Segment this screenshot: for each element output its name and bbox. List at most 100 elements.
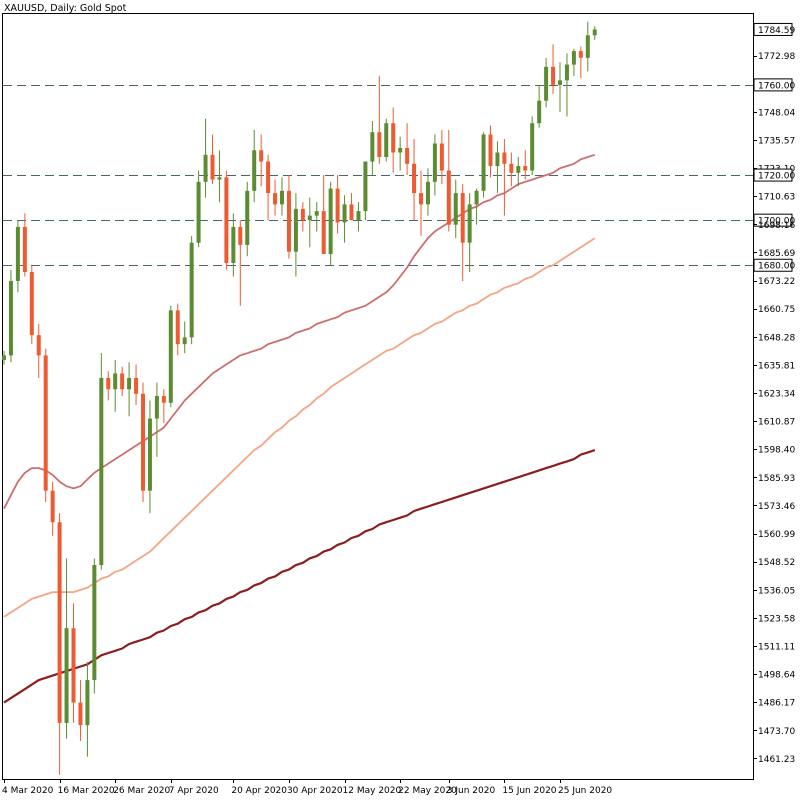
candle-body-bull xyxy=(356,211,361,221)
y-tick-label: 1560.99 xyxy=(758,530,795,540)
candle-body-bull xyxy=(530,123,535,171)
x-tick-label: 26 Mar 2020 xyxy=(113,786,170,796)
candle-body-bear xyxy=(578,51,583,58)
y-tick-label: 1772.98 xyxy=(758,52,795,62)
candle xyxy=(585,21,590,72)
candle-body-bull xyxy=(544,66,549,101)
candle-body-bull xyxy=(481,134,486,191)
candle xyxy=(43,348,48,502)
candle-body-bull xyxy=(537,100,542,124)
candle-body-bull xyxy=(147,418,152,491)
candle-body-bull xyxy=(203,154,208,182)
candle-body-bull xyxy=(314,211,319,216)
candle xyxy=(446,129,451,232)
candle xyxy=(238,220,243,306)
y-tick-label: 1536.05 xyxy=(758,586,795,596)
x-tick-label: 20 Apr 2020 xyxy=(231,786,287,796)
price-axis[interactable]: 1784.591772.981760.001748.041735.571723.… xyxy=(753,22,795,765)
candle xyxy=(509,152,514,187)
candle-body-bear xyxy=(405,148,410,164)
candle-body-bull xyxy=(280,190,284,205)
candle-body-bear xyxy=(78,702,83,726)
candle xyxy=(154,382,159,457)
candle xyxy=(203,118,208,198)
candle xyxy=(328,181,333,266)
candle-body-bear xyxy=(377,132,382,158)
candle xyxy=(432,134,437,196)
candle-body-bear xyxy=(551,66,556,85)
candle-body-bull xyxy=(453,193,458,225)
candle xyxy=(85,662,90,757)
y-label-box xyxy=(753,168,793,182)
candle xyxy=(516,157,521,187)
candle xyxy=(384,118,389,162)
y-tick-label: 1635.81 xyxy=(758,361,795,371)
candle-body-bull xyxy=(8,281,13,356)
candle xyxy=(460,184,465,282)
candle-body-bull xyxy=(154,396,159,419)
candle-body-bull xyxy=(307,215,312,221)
candle xyxy=(398,136,403,171)
candle xyxy=(259,134,264,187)
x-tick-label: 12 May 2020 xyxy=(343,786,402,796)
candle-body-bull xyxy=(252,150,257,191)
candle-body-bear xyxy=(120,373,125,390)
candle-body-bear xyxy=(50,490,55,523)
candle-body-bear xyxy=(36,335,41,356)
candle xyxy=(8,269,13,363)
y-label-box xyxy=(753,258,793,272)
candle xyxy=(134,364,139,406)
candle-body-bull xyxy=(92,565,97,681)
y-tick-label: 1698.16 xyxy=(758,221,795,231)
candle-body-bull xyxy=(592,29,597,36)
candle xyxy=(307,197,312,248)
candle-body-bull xyxy=(293,208,298,252)
candle-body-bull xyxy=(342,204,347,223)
y-tick-label: 1498.64 xyxy=(758,671,795,681)
candle xyxy=(300,202,305,232)
candle-body-bear xyxy=(43,355,48,491)
y-tick-label: 1710.63 xyxy=(758,193,795,203)
candle xyxy=(530,116,535,176)
candle-body-bear xyxy=(335,188,340,223)
candle-body-bear xyxy=(141,393,145,491)
candle xyxy=(321,175,326,254)
candle-body-bull xyxy=(516,166,521,173)
candle-body-bear xyxy=(224,177,229,263)
candle xyxy=(293,193,298,277)
candle-body-bull xyxy=(467,204,472,243)
candle-body-bull xyxy=(85,680,90,726)
candle xyxy=(217,150,222,203)
y-tick-label: 1748.04 xyxy=(758,108,795,118)
y-tick-label: 1486.17 xyxy=(758,699,795,709)
candle-body-bull xyxy=(217,177,222,180)
candle xyxy=(99,353,104,570)
candle xyxy=(578,46,583,79)
moving-average-long-line xyxy=(3,449,596,704)
y-tick-label: 1648.28 xyxy=(758,333,795,343)
candle-body-bull xyxy=(474,190,479,205)
candle xyxy=(2,350,6,365)
y-tick-label: 1660.75 xyxy=(758,305,795,315)
candle xyxy=(370,120,375,176)
horizontal-levels-layer xyxy=(3,85,753,266)
candle-body-bear xyxy=(349,204,354,221)
candle-body-bear xyxy=(29,272,34,336)
candle xyxy=(64,558,69,739)
candle-body-bull xyxy=(495,152,500,167)
y-label-box xyxy=(753,213,793,227)
candle xyxy=(481,132,486,198)
candle-body-bear xyxy=(523,166,528,171)
candle xyxy=(57,513,62,775)
candle xyxy=(425,168,430,216)
candle xyxy=(266,154,271,221)
candle-body-bear xyxy=(210,154,215,180)
y-tick-label: 1461.23 xyxy=(758,755,795,765)
y-tick-label: 1610.87 xyxy=(758,418,795,428)
y-tick-label: 1784.59 xyxy=(758,26,795,36)
y-tick-label: 1680.00 xyxy=(758,262,795,272)
candle xyxy=(405,123,410,176)
candle-body-bull xyxy=(127,377,132,390)
